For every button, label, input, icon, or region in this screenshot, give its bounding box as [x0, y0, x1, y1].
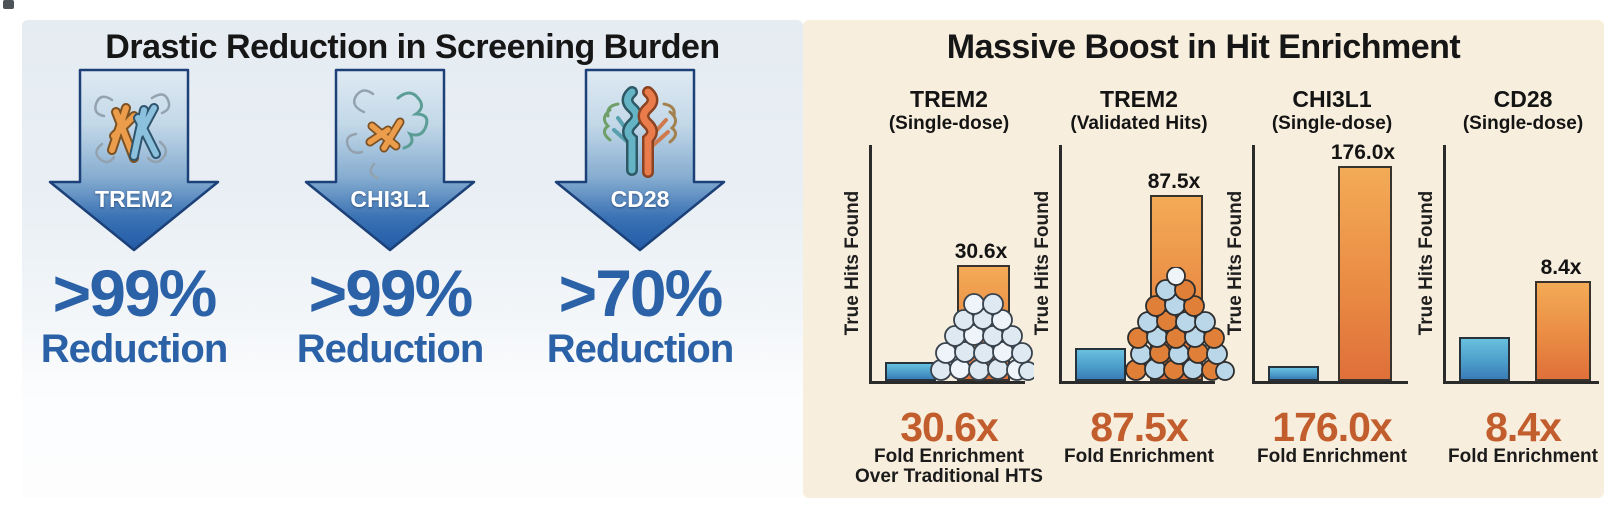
baseline-bar [1075, 348, 1126, 381]
caption-line-1: Fold Enrichment [1257, 446, 1407, 467]
chart-target-name: CHI3L1 [1292, 86, 1372, 112]
plot-area: 176.0x [1252, 141, 1408, 384]
chart-cd28-single-dose: CD28 (Single-dose) True Hits Found 8.4x … [1416, 78, 1614, 498]
down-arrow-icon [304, 68, 476, 252]
reduction-word: Reduction [296, 327, 485, 371]
chart-target-name: CD28 [1493, 86, 1553, 112]
baseline-bar [1459, 337, 1510, 381]
chart-trem2-validated-hits: TREM2 (Validated Hits) True Hits Found [1032, 78, 1239, 498]
scan-artifact [3, 0, 14, 9]
chi3l1-protein-icon [345, 89, 429, 180]
cd28-protein-icon [603, 86, 677, 178]
fold-enrichment-caption: Fold Enrichment [1039, 447, 1239, 467]
chart-target-name: TREM2 [910, 86, 988, 112]
right-panel-title: Massive Boost in Hit Enrichment [946, 28, 1461, 66]
reduction-word: Reduction [546, 327, 735, 371]
y-axis-label: True Hits Found [842, 190, 863, 336]
fold-value-label: 8.4x [1540, 256, 1582, 279]
chart-target-name: TREM2 [1100, 86, 1178, 112]
fold-value-label: 30.6x [954, 240, 1008, 263]
fold-value-label: 176.0x [1330, 141, 1396, 164]
enriched-bar [1535, 281, 1591, 381]
enriched-bar [1338, 166, 1392, 381]
fold-enrichment-caption: Fold Enrichment [1232, 447, 1432, 467]
left-panel-title: Drastic Reduction in Screening Burden [105, 28, 720, 66]
reduction-item-trem2: TREM2 >99% Reduction [8, 20, 260, 498]
caption-line-1: Fold Enrichment [1448, 446, 1598, 467]
chart-condition: (Validated Hits) [1070, 113, 1208, 134]
hit-enrichment-panel: Massive Boost in Hit Enrichment TREM2 (S… [803, 20, 1604, 498]
reduction-item-cd28: CD28 >70% Reduction [514, 20, 766, 498]
plot-area: 30.6x [869, 145, 1034, 384]
fold-enrichment-caption: Fold Enrichment Over Traditional HTS [849, 447, 1049, 487]
reduction-word: Reduction [40, 327, 229, 371]
fold-enrichment-value: 87.5x [1090, 404, 1189, 450]
compound-pile-icon [930, 293, 1034, 381]
reduction-value: >99% [52, 256, 218, 330]
caption-line-1: Fold Enrichment [874, 446, 1024, 467]
plot-area: 87.5x [1059, 145, 1235, 384]
baseline-bar [1268, 366, 1319, 381]
fold-enrichment-value: 8.4x [1485, 404, 1562, 450]
fold-value-label: 87.5x [1147, 170, 1201, 193]
caption-line-2: Over Traditional HTS [855, 466, 1043, 487]
target-label: CHI3L1 [350, 186, 430, 212]
caption-line-1: Fold Enrichment [1064, 446, 1214, 467]
chart-condition: (Single-dose) [1271, 113, 1393, 134]
chart-condition: (Single-dose) [888, 113, 1010, 134]
trem2-protein-icon [94, 93, 171, 164]
fold-enrichment-caption: Fold Enrichment [1423, 447, 1614, 467]
target-label: TREM2 [95, 186, 173, 212]
chart-trem2-single-dose: TREM2 (Single-dose) True Hits Found 30.6… [842, 78, 1049, 498]
chart-chi3l1-single-dose: CHI3L1 (Single-dose) True Hits Found 176… [1225, 78, 1432, 498]
plot-area: 8.4x [1443, 145, 1599, 384]
reduction-item-chi3l1: CHI3L1 >99% Reduction [264, 20, 516, 498]
chart-condition: (Single-dose) [1462, 113, 1584, 134]
compound-pile-icon [1125, 267, 1235, 381]
fold-enrichment-value: 176.0x [1272, 404, 1392, 450]
screening-burden-panel: Drastic Reduction in Screening Burden TR… [22, 20, 803, 498]
fold-enrichment-value: 30.6x [900, 404, 999, 450]
y-axis-label: True Hits Found [1416, 190, 1437, 336]
reduction-value: >70% [558, 256, 724, 330]
reduction-value: >99% [308, 256, 474, 330]
down-arrow-icon [554, 68, 726, 252]
baseline-bar [885, 362, 936, 381]
target-label: CD28 [610, 186, 670, 212]
